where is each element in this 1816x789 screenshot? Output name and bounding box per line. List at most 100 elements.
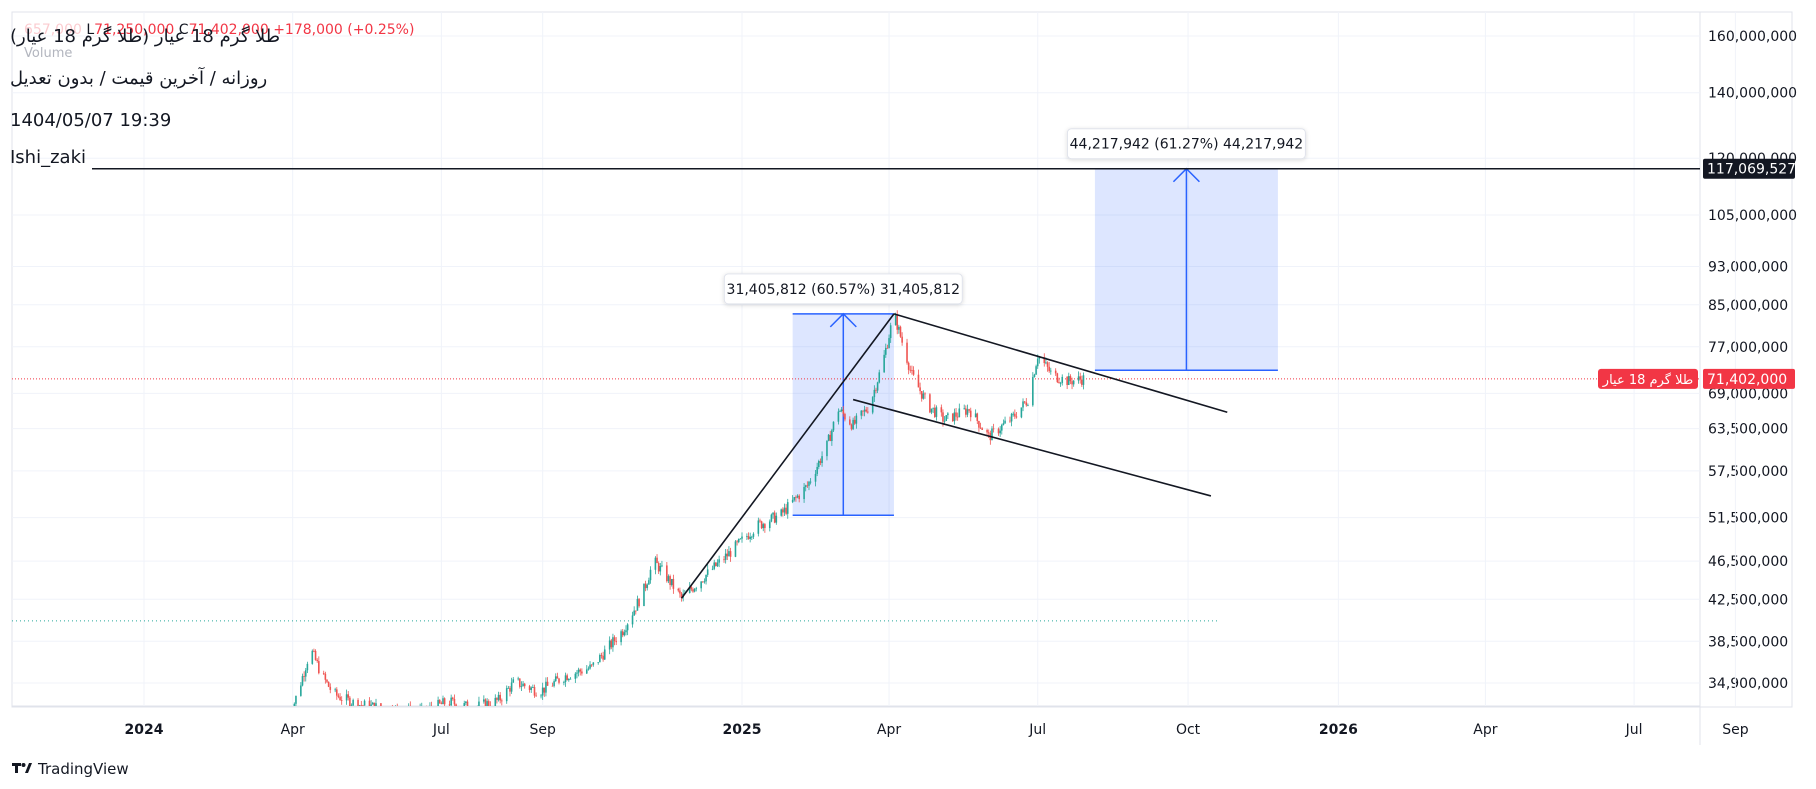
candle-body xyxy=(942,412,944,422)
low-value: 71,250,000 xyxy=(94,22,175,38)
candle-body xyxy=(968,409,970,411)
candle-body xyxy=(917,374,920,388)
candle-body xyxy=(314,650,317,660)
candle-body xyxy=(889,325,892,339)
candle-body xyxy=(935,407,938,417)
candle-body xyxy=(667,576,670,582)
candle-body xyxy=(837,411,840,422)
candle-body xyxy=(1066,376,1068,386)
y-tick-label: 63,500,000 xyxy=(1708,422,1788,438)
tradingview-logo-icon xyxy=(12,760,32,778)
candle-body xyxy=(634,610,637,612)
candle-body xyxy=(688,587,691,593)
candle-body xyxy=(775,515,778,523)
candle-body xyxy=(677,588,680,591)
candle-body xyxy=(465,701,467,704)
candle-body xyxy=(909,369,912,371)
ohlc-readout: 657,000 L71,250,000 C71,402,000 +178,000… xyxy=(24,22,414,38)
y-tick-label: 38,500,000 xyxy=(1708,634,1788,650)
candle-body xyxy=(956,416,959,418)
candle-body xyxy=(804,485,807,487)
candle-body xyxy=(947,413,949,416)
candle-body xyxy=(829,434,832,442)
candle-body xyxy=(749,536,751,539)
candle-body xyxy=(1004,420,1006,424)
candle-body xyxy=(1059,382,1062,384)
candle-body xyxy=(585,669,588,674)
candle-body xyxy=(311,650,314,664)
candle-body xyxy=(821,456,823,464)
candle-body xyxy=(306,663,309,671)
candle-body xyxy=(1077,376,1080,381)
candle-body xyxy=(646,584,649,589)
candle-body xyxy=(703,581,706,583)
candle-body xyxy=(357,699,359,706)
candle-body xyxy=(437,699,439,706)
candle-body xyxy=(911,369,913,371)
candle-body xyxy=(656,557,658,564)
candle-body xyxy=(579,669,582,672)
candle-body xyxy=(992,428,995,430)
candle-body xyxy=(679,590,681,594)
candle-body xyxy=(757,520,760,534)
y-tick-label: 46,500,000 xyxy=(1708,554,1788,570)
candle-body xyxy=(737,538,740,543)
trendline-2[interactable] xyxy=(893,313,1228,414)
candle-body xyxy=(625,630,627,633)
candle-body xyxy=(695,588,698,590)
tradingview-logo[interactable]: TradingView xyxy=(12,760,129,778)
chart-frame xyxy=(11,11,1793,708)
candle-body xyxy=(894,314,897,326)
candle-body xyxy=(569,678,572,680)
chart-subtitle: روزانه / آخرین قیمت / بدون تعدیل xyxy=(10,68,268,89)
candle-body xyxy=(1009,420,1011,422)
x-tick-label: Apr xyxy=(281,722,305,738)
candle-body xyxy=(842,409,845,414)
trendline-3[interactable] xyxy=(852,398,1212,497)
candle-body xyxy=(981,428,983,430)
current-price-label: 71,402,000 xyxy=(1707,372,1787,388)
y-tick-label: 51,500,000 xyxy=(1708,511,1788,527)
candle-body xyxy=(669,576,671,585)
candle-body xyxy=(553,681,555,686)
candle-body xyxy=(867,411,869,413)
candle-body xyxy=(442,698,444,705)
chart-title: طلا گرم 18 عیار (طلا گرم 18 عیار) xyxy=(10,26,281,47)
y-tick-label: 160,000,000 xyxy=(1708,29,1797,45)
candle-body xyxy=(496,697,498,700)
candle-body xyxy=(509,687,511,692)
x-tick-label: Apr xyxy=(877,722,901,738)
candle-body xyxy=(327,681,330,687)
candles[interactable] xyxy=(293,310,1085,706)
candle-body xyxy=(965,408,967,415)
y-tick-label: 85,000,000 xyxy=(1708,298,1788,314)
candle-body xyxy=(1050,370,1052,372)
candle-body xyxy=(884,347,887,355)
candle-body xyxy=(375,703,377,706)
candle-body xyxy=(796,495,799,498)
candle-body xyxy=(780,509,783,516)
candle-body xyxy=(1069,376,1072,382)
candle-body xyxy=(566,675,568,681)
trendline-1[interactable] xyxy=(680,313,895,599)
candle-body xyxy=(1061,376,1064,383)
candle-body xyxy=(734,541,737,557)
candle-body xyxy=(638,598,640,607)
candle-body xyxy=(326,679,328,682)
candle-body xyxy=(736,541,738,543)
candle-body xyxy=(1035,366,1037,375)
candle-body xyxy=(690,587,693,590)
symbol-name-tag xyxy=(1598,368,1698,389)
candle-body xyxy=(373,702,376,706)
candle-body xyxy=(844,413,846,420)
candle-body xyxy=(786,502,789,514)
candle-body xyxy=(933,407,936,417)
candle-body xyxy=(507,687,510,689)
candle-body xyxy=(615,641,617,643)
candle-body xyxy=(806,485,809,487)
candle-body xyxy=(648,580,650,585)
candle-body xyxy=(878,372,881,383)
candle-body xyxy=(1046,362,1049,367)
candle-body xyxy=(340,700,343,701)
